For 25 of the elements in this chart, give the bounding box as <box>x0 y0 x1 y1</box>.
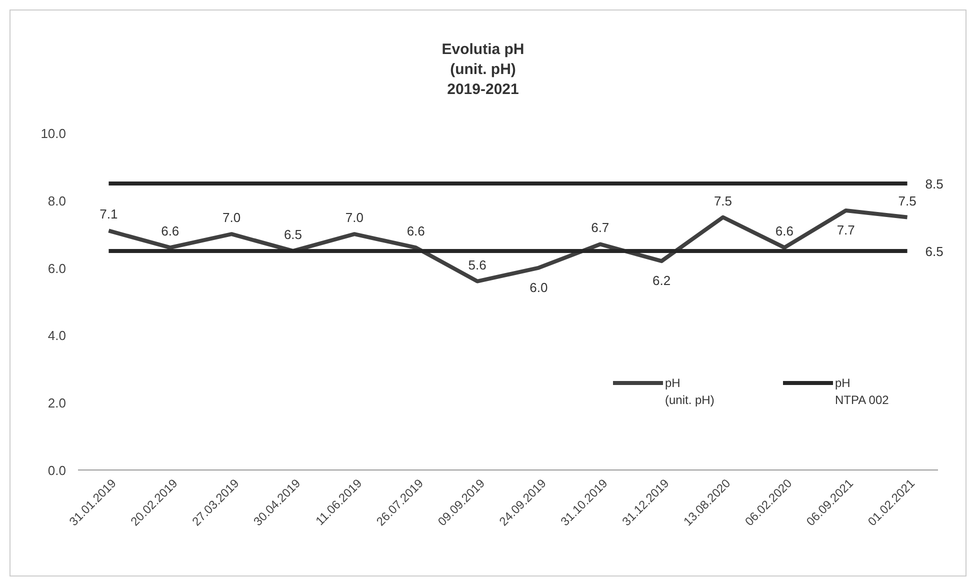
data-label: 6.0 <box>530 280 548 295</box>
y-tick-label: 10.0 <box>40 126 66 141</box>
legend-label: pH NTPA 002 <box>835 376 890 407</box>
y-tick-label: 8.0 <box>48 193 66 208</box>
data-label: 6.6 <box>775 224 794 239</box>
chart-title: Evolutia pH (unit. pH) 2019-2021 <box>442 41 524 98</box>
y-tick-label: 6.0 <box>48 260 66 276</box>
data-label: 7.0 <box>345 210 364 226</box>
data-label: 7.5 <box>898 193 916 208</box>
y-tick-label: 2.0 <box>48 396 66 411</box>
data-label: 7.1 <box>100 206 118 222</box>
legend-label: pH (unit. pH) <box>665 376 714 407</box>
data-label: 6.5 <box>925 244 944 259</box>
data-label: 7.5 <box>714 193 732 208</box>
data-label: 6.6 <box>406 224 425 239</box>
data-label: 5.6 <box>468 257 486 272</box>
data-label: 6.7 <box>591 220 610 236</box>
data-label: 7.0 <box>222 210 241 226</box>
data-label: 7.7 <box>836 222 855 238</box>
y-tick-label: 0.0 <box>48 463 66 478</box>
data-label: 6.2 <box>652 273 671 288</box>
data-label: 6.5 <box>284 226 302 242</box>
data-label: 6.6 <box>161 224 180 239</box>
data-label: 8.5 <box>925 176 944 192</box>
y-tick-label: 4.0 <box>48 328 66 344</box>
